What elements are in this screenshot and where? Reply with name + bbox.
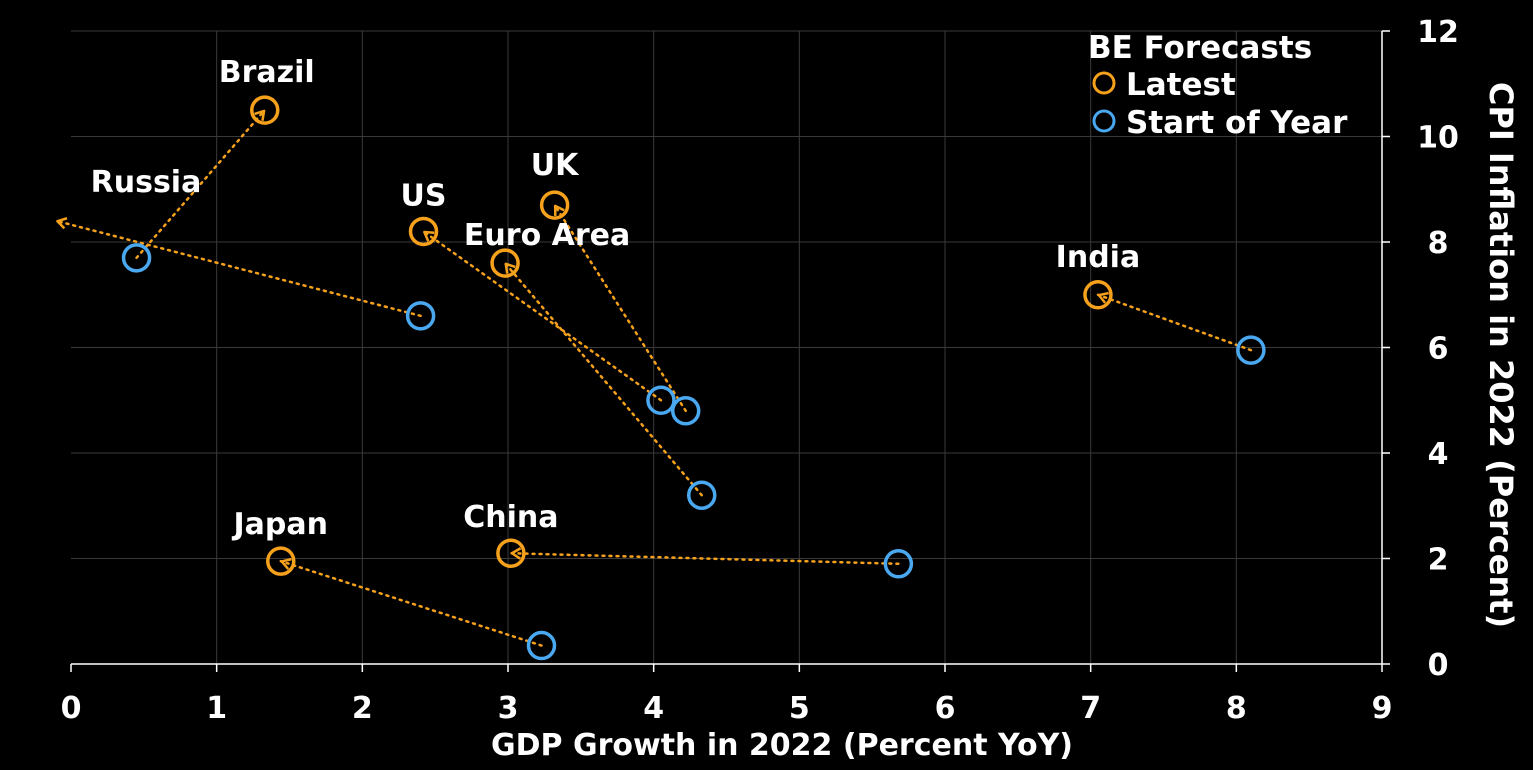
legend-marker-latest <box>1092 71 1116 95</box>
labels: Brazil Russia US UK Euro Area India China Japan <box>91 55 1141 542</box>
x-tick-label: 7 <box>1080 691 1101 726</box>
point-latest-china <box>496 538 526 568</box>
legend-title: BE Forecasts <box>1088 30 1312 66</box>
y-tick-label: 12 <box>1417 15 1459 50</box>
points <box>121 95 1266 661</box>
arrowhead-india <box>1097 291 1109 304</box>
point-latest-us <box>408 216 439 247</box>
point-start-russia <box>405 301 436 331</box>
arrow-india <box>1096 293 1253 352</box>
point-start-us <box>646 385 676 415</box>
legend-label-latest: Latest <box>1126 67 1236 103</box>
y-tick-label: 2 <box>1428 543 1449 578</box>
point-latest-india <box>1083 280 1113 310</box>
point-latest-uk <box>539 190 570 220</box>
y-tick-label: 0 <box>1428 648 1449 683</box>
x-tick-label: 2 <box>352 691 373 726</box>
point-start-china <box>883 549 914 579</box>
point-latest-euro-area <box>490 248 520 278</box>
x-tick-label: 3 <box>498 691 519 726</box>
arrowhead-brazil <box>254 109 266 121</box>
label-brazil: Brazil <box>219 55 315 90</box>
arrowhead-euro-area <box>504 262 516 274</box>
y-tick-label: 6 <box>1428 332 1449 367</box>
arrowhead-china <box>510 547 522 560</box>
label-uk: UK <box>531 148 580 183</box>
x-axis-title: GDP Growth in 2022 (Percent YoY) <box>491 728 1073 763</box>
label-euro-area: Euro Area <box>464 218 630 253</box>
legend: BE Forecasts Latest Start of Year <box>1088 30 1348 141</box>
arrow-russia <box>55 219 422 318</box>
x-tick-label: 0 <box>61 691 82 726</box>
point-start-euro-area <box>686 480 717 510</box>
grid <box>71 30 1383 664</box>
point-start-india <box>1236 335 1266 365</box>
y-tick-label: 10 <box>1417 121 1459 156</box>
label-china: China <box>463 500 558 535</box>
x-tick-label: 6 <box>935 691 956 726</box>
x-tick-label: 4 <box>643 691 664 726</box>
y-tick-label: 4 <box>1428 437 1449 472</box>
label-japan: Japan <box>232 507 328 542</box>
point-latest-japan <box>266 546 296 576</box>
legend-marker-start <box>1092 109 1116 133</box>
point-latest-brazil <box>249 95 280 125</box>
x-tick-label: 9 <box>1372 691 1393 726</box>
arrowhead-russia <box>56 217 68 230</box>
arrowhead-uk <box>553 204 565 216</box>
point-start-brazil <box>121 243 152 273</box>
point-start-japan <box>526 630 557 661</box>
arrow-japan <box>279 559 543 647</box>
x-tick-label: 8 <box>1226 691 1247 726</box>
label-india: India <box>1056 240 1141 275</box>
y-tick-label: 8 <box>1428 226 1449 261</box>
arrows <box>55 108 1253 647</box>
point-start-uk <box>670 396 701 426</box>
y-axis-title: CPI Inflation in 2022 (Percent) <box>1482 82 1520 628</box>
label-us: US <box>401 178 447 213</box>
label-russia: Russia <box>91 165 202 200</box>
x-tick-label: 5 <box>789 691 810 726</box>
arrowhead-us <box>423 230 435 242</box>
arrow-uk <box>553 203 687 413</box>
arrow-us <box>422 230 663 402</box>
legend-label-start: Start of Year <box>1126 105 1348 141</box>
arrow-brazil <box>135 108 266 260</box>
arrow-euro-area <box>503 261 703 497</box>
arrowhead-japan <box>280 557 292 570</box>
x-tick-label: 1 <box>206 691 227 726</box>
arrow-china <box>509 551 900 566</box>
